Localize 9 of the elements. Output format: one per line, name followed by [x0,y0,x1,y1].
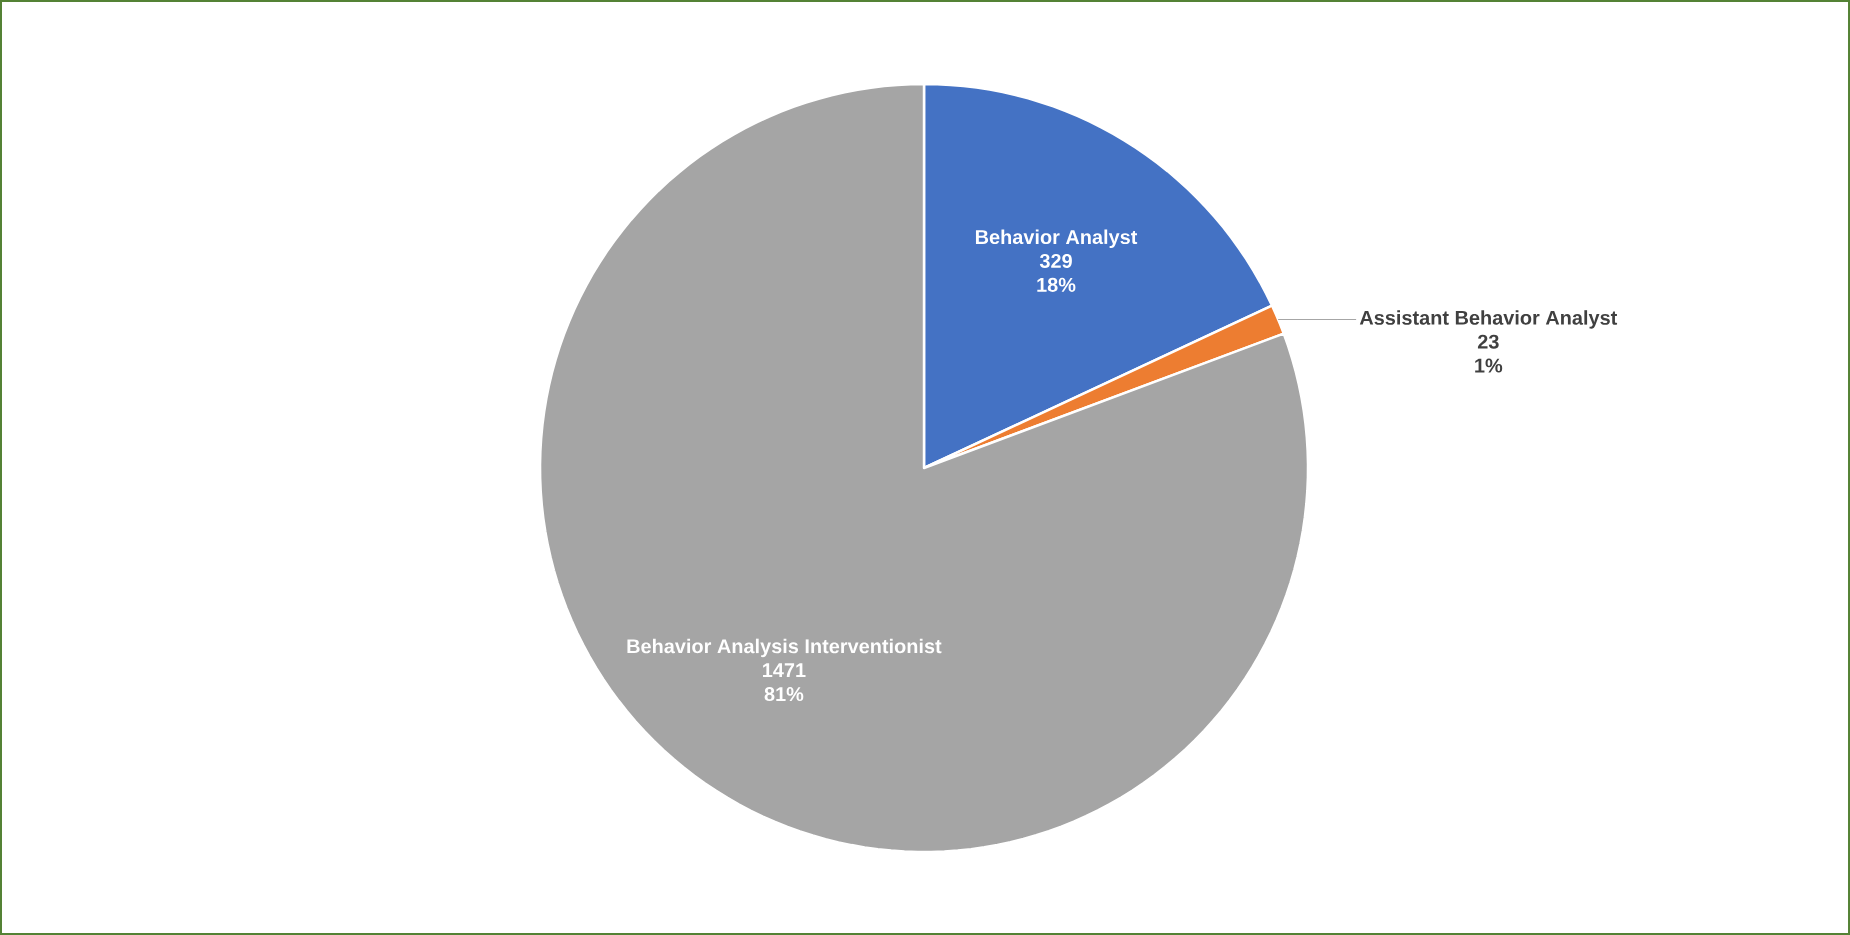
data-label: 1471 [763,663,806,678]
slice-label: Behavior Analyst [975,229,1138,249]
data-label: 23 [1477,334,1499,349]
data-label: 329 [1039,253,1072,269]
slice-label: Assistant Behavior Analyst [1359,310,1618,329]
slice-label: Behavior Analysis Interventionist [627,638,942,658]
text: 81% [764,687,804,702]
text: 18% [1037,277,1076,292]
text: 1% [1475,358,1503,373]
